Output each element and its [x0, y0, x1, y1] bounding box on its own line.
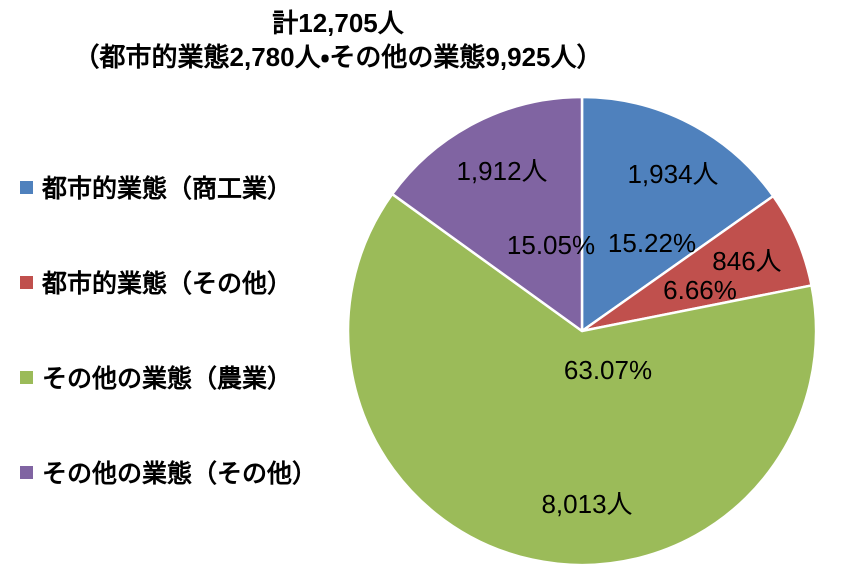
legend-item-other-other: その他の業態（その他）: [20, 452, 317, 492]
legend-item-urban-other: 都市的業態（その他）: [20, 262, 317, 302]
chart-title: 計12,705人 （都市的業態2,780人・その他の業態9,925人）: [28, 6, 648, 74]
legend-label: 都市的業態（商工業）: [42, 175, 293, 203]
value-label-urban-commerce: 1,934人: [627, 159, 719, 189]
value-label-agriculture: 8,013人: [541, 489, 633, 519]
percent-label-agriculture: 63.07%: [563, 355, 653, 385]
chart-title-line1: 計12,705人: [272, 8, 404, 38]
pie-slice-1: [580, 95, 775, 333]
legend-label: その他の業態（農業）: [42, 365, 293, 393]
chart-title-line2: （都市的業態2,780人・その他の業態9,925人）: [73, 42, 603, 72]
legend-label: 都市的業態（その他）: [42, 270, 293, 298]
percent-label-urban-other: 6.66%: [663, 275, 737, 305]
legend-label: その他の業態（その他）: [42, 460, 318, 488]
pie-slice-4: [391, 95, 584, 333]
legend-swatch-icon: [20, 180, 33, 194]
legend-item-urban-commerce: 都市的業態（商工業）: [20, 167, 317, 207]
legend-swatch-icon: [20, 370, 33, 384]
legend-item-agriculture: その他の業態（農業）: [20, 357, 317, 397]
percent-label-other-other: 15.05%: [506, 230, 596, 260]
value-label-urban-other: 846人: [712, 246, 782, 276]
percent-label-urban-commerce: 15.22%: [607, 228, 697, 258]
value-label-other-other: 1,912人: [456, 156, 548, 186]
legend-swatch-icon: [20, 465, 33, 479]
legend-swatch-icon: [20, 275, 33, 289]
pie-slice-3: [346, 192, 818, 567]
legend: 都市的業態（商工業） 都市的業態（その他） その他の業態（農業） その他の業態（…: [20, 167, 317, 492]
